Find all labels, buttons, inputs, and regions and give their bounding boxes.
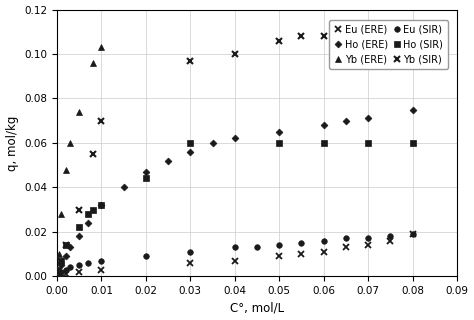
Eu (SIR) bbox=[187, 250, 193, 254]
Eu (ERE) bbox=[343, 245, 349, 249]
Legend: Eu (ERE), Ho (ERE), Yb (ERE), Eu (SIR), Ho (SIR), Yb (SIR): Eu (ERE), Ho (ERE), Yb (ERE), Eu (SIR), … bbox=[329, 20, 448, 69]
Ho (ERE) bbox=[165, 159, 171, 163]
Ho (ERE) bbox=[63, 254, 69, 258]
Yb (SIR) bbox=[99, 119, 104, 123]
Yb (ERE) bbox=[99, 45, 104, 49]
Ho (SIR) bbox=[85, 212, 91, 216]
Eu (SIR) bbox=[63, 268, 69, 271]
Ho (SIR) bbox=[55, 268, 61, 271]
Ho (SIR) bbox=[365, 141, 371, 145]
Ho (ERE) bbox=[99, 203, 104, 207]
Ho (SIR) bbox=[321, 141, 327, 145]
Ho (ERE) bbox=[232, 137, 237, 140]
Line: Yb (SIR): Yb (SIR) bbox=[55, 33, 349, 277]
Y-axis label: q, mol/kg: q, mol/kg bbox=[6, 115, 18, 171]
Eu (SIR) bbox=[321, 239, 327, 243]
Ho (ERE) bbox=[59, 263, 64, 267]
Ho (ERE) bbox=[321, 123, 327, 127]
Eu (SIR) bbox=[299, 241, 304, 245]
Yb (ERE) bbox=[76, 110, 82, 114]
Eu (SIR) bbox=[76, 263, 82, 267]
Ho (ERE) bbox=[121, 185, 127, 189]
Yb (SIR) bbox=[55, 272, 61, 276]
Yb (SIR) bbox=[343, 34, 349, 38]
Eu (SIR) bbox=[232, 245, 237, 249]
Yb (SIR) bbox=[90, 152, 95, 156]
Ho (ERE) bbox=[55, 270, 61, 274]
Yb (SIR) bbox=[276, 39, 282, 43]
Ho (SIR) bbox=[143, 177, 149, 180]
Ho (ERE) bbox=[143, 170, 149, 174]
Ho (SIR) bbox=[276, 141, 282, 145]
Eu (ERE) bbox=[299, 252, 304, 256]
Eu (SIR) bbox=[59, 270, 64, 274]
Eu (SIR) bbox=[343, 236, 349, 240]
Ho (ERE) bbox=[276, 130, 282, 134]
Ho (SIR) bbox=[187, 141, 193, 145]
Ho (ERE) bbox=[210, 141, 215, 145]
Ho (SIR) bbox=[99, 203, 104, 207]
Eu (ERE) bbox=[76, 270, 82, 274]
Yb (ERE) bbox=[63, 168, 69, 172]
Yb (SIR) bbox=[76, 208, 82, 212]
Yb (ERE) bbox=[56, 252, 62, 256]
Yb (SIR) bbox=[56, 268, 62, 271]
Line: Ho (ERE): Ho (ERE) bbox=[56, 107, 415, 274]
Eu (ERE) bbox=[321, 250, 327, 254]
Eu (SIR) bbox=[56, 272, 62, 276]
Ho (SIR) bbox=[76, 225, 82, 229]
Ho (ERE) bbox=[343, 119, 349, 123]
Eu (SIR) bbox=[365, 236, 371, 240]
Eu (SIR) bbox=[67, 265, 73, 269]
Eu (ERE) bbox=[276, 254, 282, 258]
Eu (ERE) bbox=[63, 272, 69, 276]
Ho (SIR) bbox=[63, 243, 69, 247]
Yb (SIR) bbox=[299, 34, 304, 38]
Eu (ERE) bbox=[187, 261, 193, 265]
Yb (ERE) bbox=[90, 61, 95, 65]
Line: Yb (ERE): Yb (ERE) bbox=[55, 44, 105, 273]
Yb (SIR) bbox=[63, 243, 69, 247]
Yb (ERE) bbox=[59, 212, 64, 216]
Ho (SIR) bbox=[59, 259, 64, 262]
Eu (ERE) bbox=[232, 259, 237, 262]
Eu (ERE) bbox=[410, 232, 415, 236]
Eu (SIR) bbox=[99, 259, 104, 262]
Eu (SIR) bbox=[410, 232, 415, 236]
Line: Eu (SIR): Eu (SIR) bbox=[55, 231, 415, 278]
Ho (ERE) bbox=[410, 108, 415, 111]
Ho (ERE) bbox=[365, 116, 371, 120]
Ho (ERE) bbox=[85, 221, 91, 225]
Eu (SIR) bbox=[55, 273, 61, 277]
Eu (ERE) bbox=[59, 272, 64, 276]
Yb (SIR) bbox=[321, 34, 327, 38]
Eu (SIR) bbox=[143, 254, 149, 258]
Eu (ERE) bbox=[387, 239, 393, 243]
Ho (SIR) bbox=[410, 141, 415, 145]
Line: Ho (SIR): Ho (SIR) bbox=[55, 140, 416, 273]
Eu (ERE) bbox=[365, 243, 371, 247]
Yb (SIR) bbox=[232, 52, 237, 56]
X-axis label: C°, mol/L: C°, mol/L bbox=[230, 301, 284, 315]
Eu (SIR) bbox=[276, 243, 282, 247]
Eu (ERE) bbox=[55, 273, 61, 277]
Yb (SIR) bbox=[59, 259, 64, 262]
Ho (ERE) bbox=[76, 234, 82, 238]
Eu (ERE) bbox=[99, 268, 104, 271]
Ho (ERE) bbox=[67, 245, 73, 249]
Line: Eu (ERE): Eu (ERE) bbox=[55, 231, 416, 278]
Eu (SIR) bbox=[387, 234, 393, 238]
Eu (SIR) bbox=[254, 245, 260, 249]
Ho (ERE) bbox=[187, 150, 193, 154]
Ho (SIR) bbox=[90, 208, 95, 212]
Yb (ERE) bbox=[55, 268, 61, 271]
Eu (SIR) bbox=[85, 261, 91, 265]
Yb (SIR) bbox=[187, 59, 193, 63]
Yb (ERE) bbox=[67, 141, 73, 145]
